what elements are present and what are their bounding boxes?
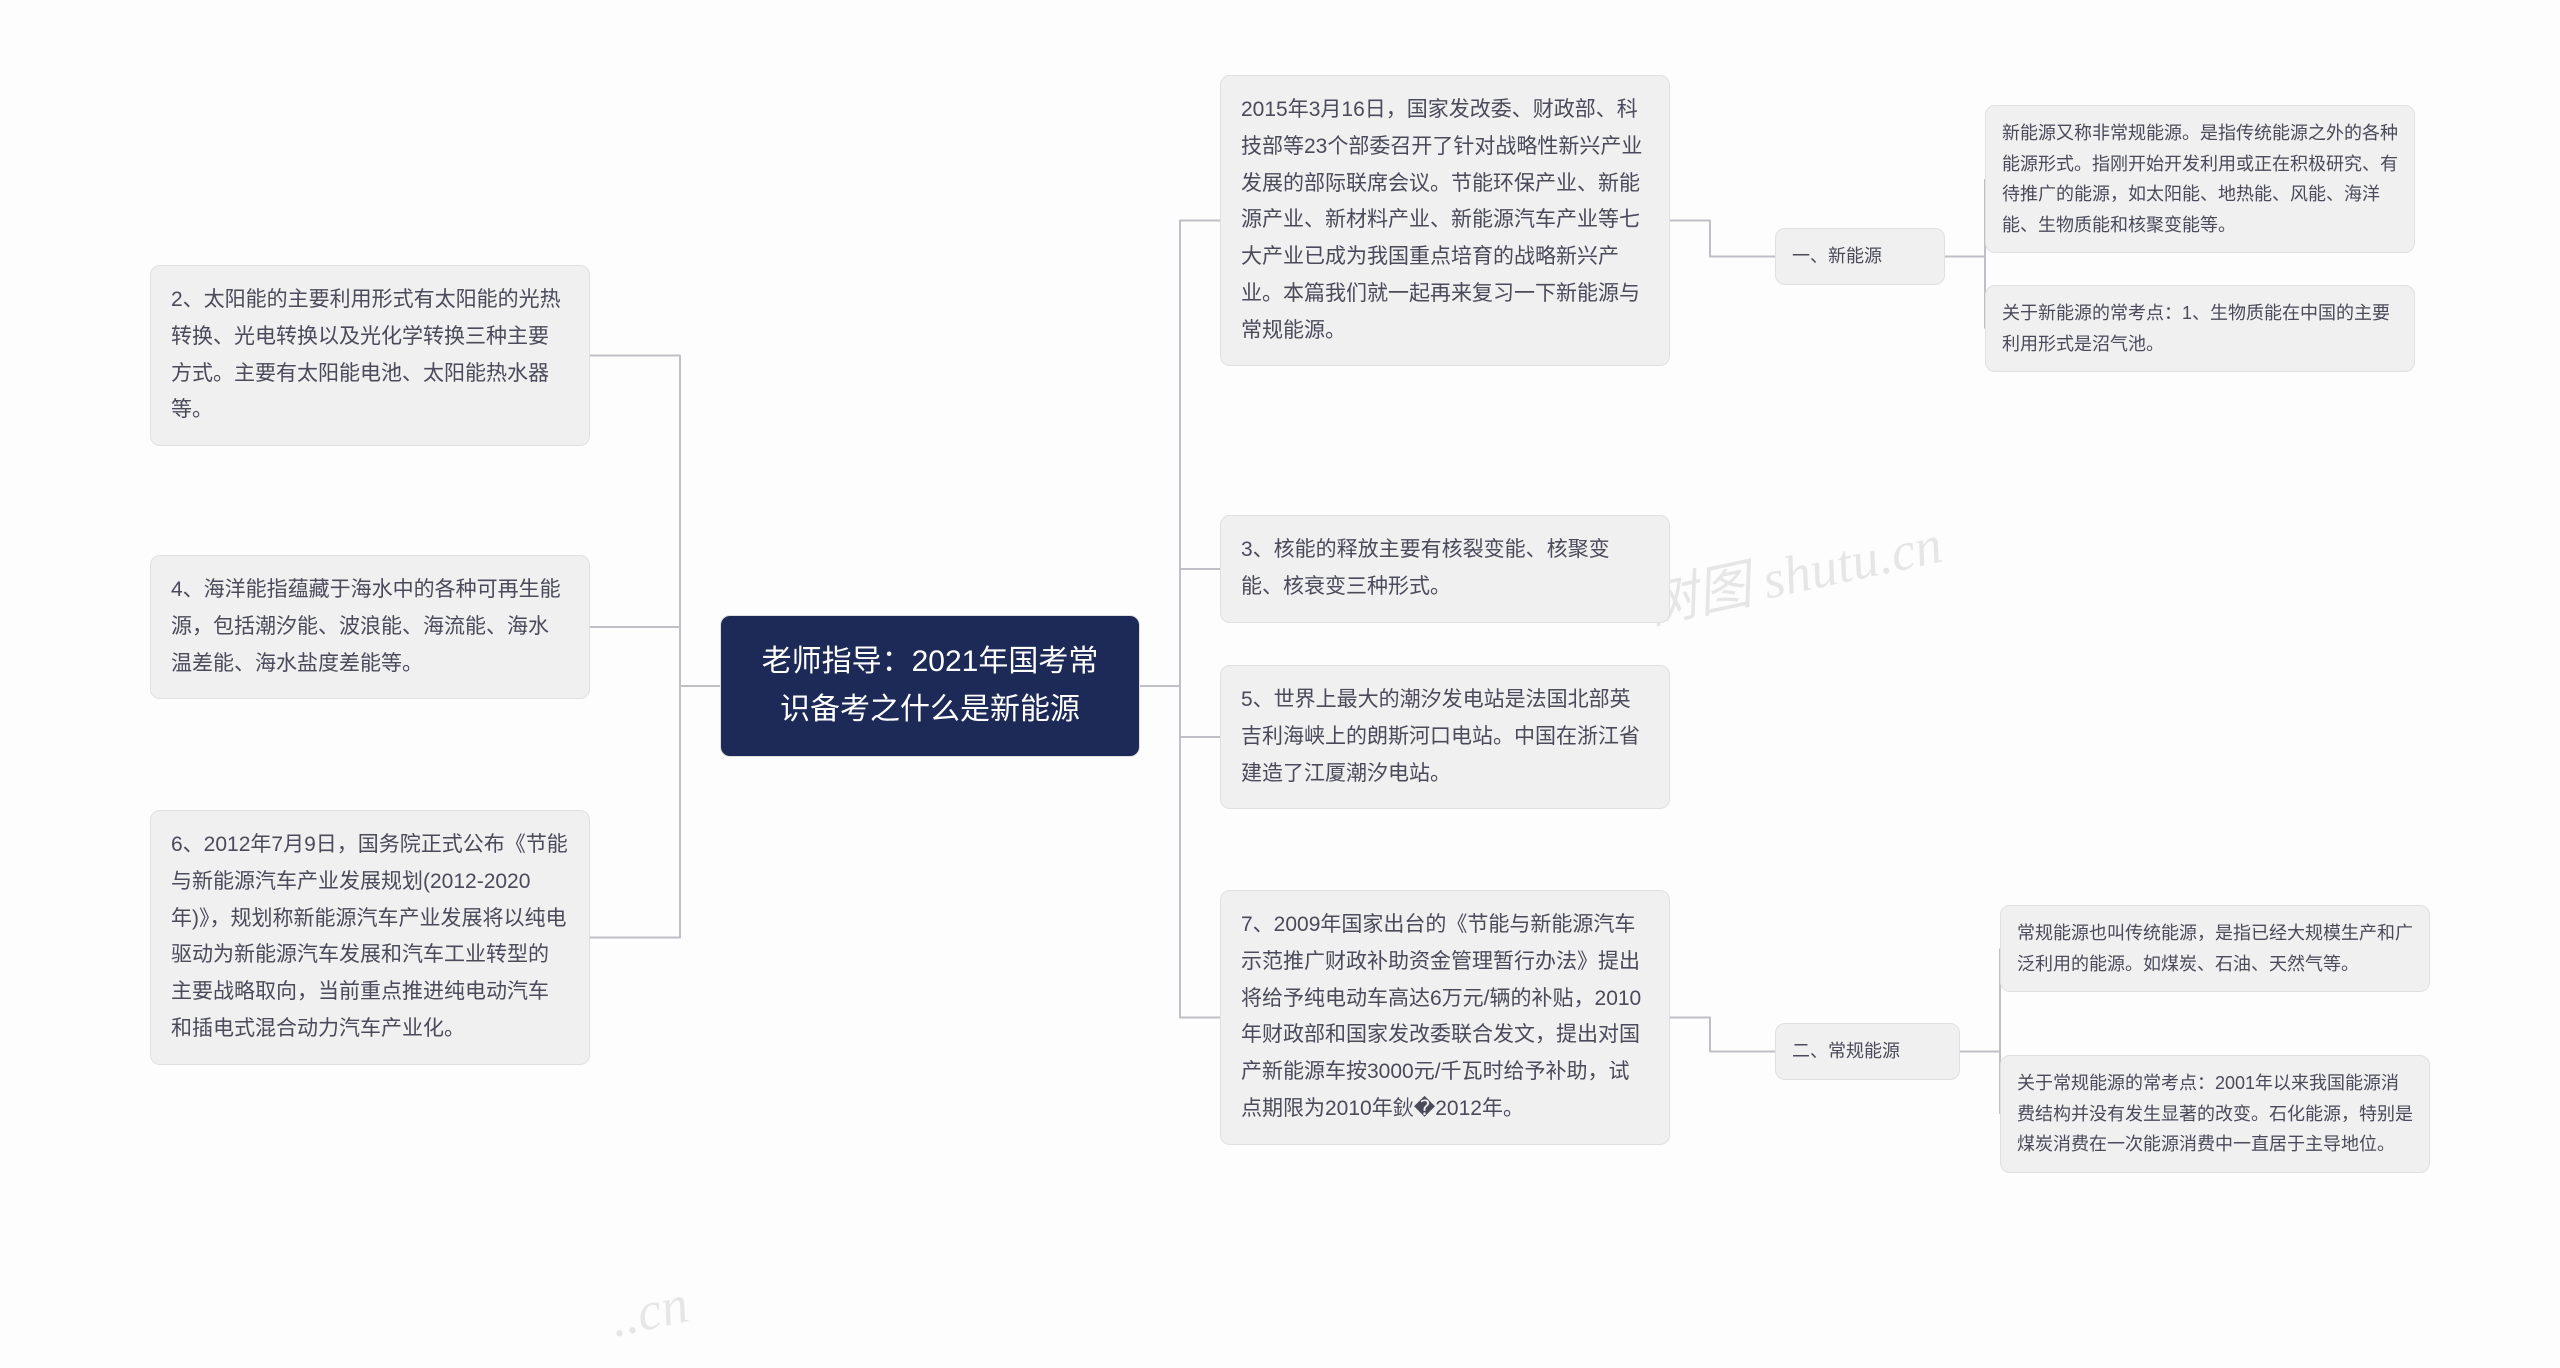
right-node-intro: 2015年3月16日，国家发改委、财政部、科技部等23个部委召开了针对战略性新兴…	[1220, 75, 1670, 366]
left-node-solar: 2、太阳能的主要利用形式有太阳能的光热转换、光电转换以及光化学转换三种主要方式。…	[150, 265, 590, 446]
root-node: 老师指导：2021年国考常 识备考之什么是新能源	[720, 615, 1140, 757]
left-node-ev-plan: 6、2012年7月9日，国务院正式公布《节能与新能源汽车产业发展规划(2012-…	[150, 810, 590, 1065]
watermark: 树图 shutu.cn	[1635, 499, 1948, 639]
right-node-nuclear: 3、核能的释放主要有核裂变能、核聚变能、核衰变三种形式。	[1220, 515, 1670, 623]
branch-conventional-def: 常规能源也叫传统能源，是指已经大规模生产和广泛利用的能源。如煤炭、石油、天然气等…	[2000, 905, 2430, 992]
branch-conventional-point: 关于常规能源的常考点：2001年以来我国能源消费结构并没有发生显著的改变。石化能…	[2000, 1055, 2430, 1173]
branch-conventional-energy: 二、常规能源	[1775, 1023, 1960, 1080]
root-line1: 老师指导：2021年国考常	[747, 638, 1113, 686]
watermark: ..cn	[604, 1273, 693, 1350]
root-line2: 识备考之什么是新能源	[747, 686, 1113, 734]
branch-new-energy-point: 关于新能源的常考点：1、生物质能在中国的主要利用形式是沼气池。	[1985, 285, 2415, 372]
right-node-subsidy: 7、2009年国家出台的《节能与新能源汽车示范推广财政补助资金管理暂行办法》提出…	[1220, 890, 1670, 1145]
right-node-tidal: 5、世界上最大的潮汐发电站是法国北部英吉利海峡上的朗斯河口电站。中国在浙江省建造…	[1220, 665, 1670, 809]
left-node-ocean: 4、海洋能指蕴藏于海水中的各种可再生能源，包括潮汐能、波浪能、海流能、海水温差能…	[150, 555, 590, 699]
branch-new-energy-def: 新能源又称非常规能源。是指传统能源之外的各种能源形式。指刚开始开发利用或正在积极…	[1985, 105, 2415, 253]
branch-new-energy: 一、新能源	[1775, 228, 1945, 285]
